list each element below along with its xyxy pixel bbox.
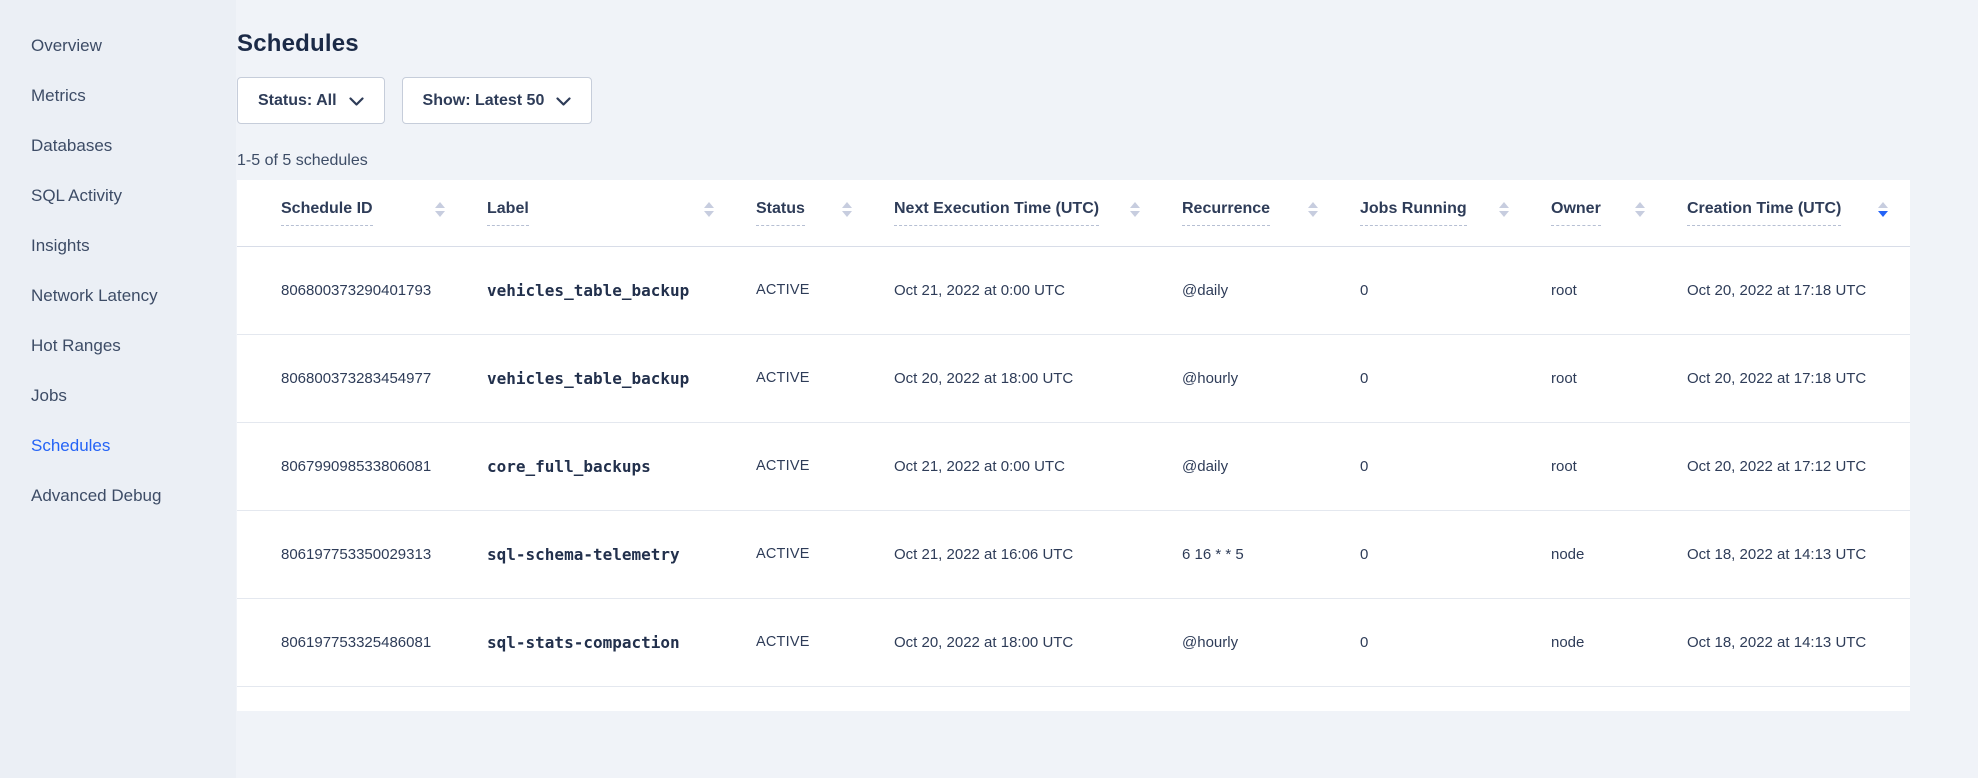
table-header-row: Schedule ID Label Status Next Execution Tim… [237,180,1910,247]
sidebar-item-network-latency[interactable]: Network Latency [31,286,158,305]
table-row: 806800373283454977 vehicles_table_backup A… [237,334,1910,423]
table-row: 806800373290401793 vehicles_table_backup A… [237,246,1910,335]
cell-schedule-id: 806197753325486081 [237,598,487,687]
filter-bar: Status: All Show: Latest 50 [237,77,1978,124]
cell-status: ACTIVE [756,510,894,599]
column-label: Creation Time (UTC) [1687,200,1842,226]
cell-status: ACTIVE [756,422,894,511]
column-header-label[interactable]: Label [487,180,756,247]
sort-arrows-icon [435,202,445,218]
sidebar-item-metrics[interactable]: Metrics [31,86,86,105]
sidebar-item-databases[interactable]: Databases [31,136,113,155]
sort-arrows-icon [1635,202,1645,218]
column-header-next-execution-time-utc-[interactable]: Next Execution Time (UTC) [894,180,1182,247]
cell-owner: root [1551,422,1687,511]
show-filter-label: Show: Latest 50 [422,91,545,109]
sidebar: Overview Metrics Databases SQL Activity Insi… [0,0,236,778]
cell-owner: root [1551,334,1687,423]
table-row: 806197753325486081 sql-stats-compaction AC… [237,598,1910,687]
table-row: 806799098533806081 core_full_backups ACTIV… [237,422,1910,511]
cell-jobs-running: 0 [1360,598,1551,687]
column-label: Schedule ID [281,200,373,226]
cell-owner: node [1551,598,1687,687]
sort-arrows-icon [1499,202,1509,218]
schedules-table-card: Schedule ID Label Status Next Execution Tim… [237,180,1910,711]
sort-arrows-icon [842,202,852,218]
column-header-creation-time-utc-[interactable]: Creation Time (UTC) [1687,180,1910,247]
cell-status: ACTIVE [756,598,894,687]
main-content: Schedules Status: All Show: Latest 50 1-… [236,0,1978,778]
cell-next-execution: Oct 20, 2022 at 18:00 UTC [894,598,1182,687]
table-row: 806197753350029313 sql-schema-telemetry AC… [237,510,1910,599]
cell-recurrence: @hourly [1182,334,1360,423]
sidebar-item-advanced-debug[interactable]: Advanced Debug [31,486,162,505]
cell-next-execution: Oct 21, 2022 at 0:00 UTC [894,246,1182,335]
sidebar-item-sql-activity[interactable]: SQL Activity [31,186,123,205]
cell-label: vehicles_table_backup [487,246,756,335]
table-body: 806800373290401793 vehicles_table_backup A… [237,246,1910,687]
cell-schedule-id: 806800373283454977 [237,334,487,423]
cell-label: core_full_backups [487,422,756,511]
cell-next-execution: Oct 20, 2022 at 18:00 UTC [894,334,1182,423]
page-title: Schedules [237,30,359,57]
cell-recurrence: @hourly [1182,598,1360,687]
cell-label: vehicles_table_backup [487,334,756,423]
results-count: 1-5 of 5 schedules [237,152,368,169]
column-header-schedule-id[interactable]: Schedule ID [237,180,487,247]
cell-jobs-running: 0 [1360,422,1551,511]
status-filter-dropdown[interactable]: Status: All [237,77,385,124]
cell-label: sql-stats-compaction [487,598,756,687]
sidebar-item-jobs[interactable]: Jobs [31,386,67,405]
cell-schedule-id: 806197753350029313 [237,510,487,599]
cell-jobs-running: 0 [1360,334,1551,423]
sidebar-item-insights[interactable]: Insights [31,236,90,255]
sort-arrows-icon [704,202,714,218]
cell-next-execution: Oct 21, 2022 at 0:00 UTC [894,422,1182,511]
cell-creation-time: Oct 18, 2022 at 14:13 UTC [1687,510,1910,599]
column-header-jobs-running[interactable]: Jobs Running [1360,180,1551,247]
cell-recurrence: @daily [1182,422,1360,511]
chevron-down-icon [556,96,571,107]
column-label: Status [756,200,805,226]
sidebar-item-schedules[interactable]: Schedules [31,436,111,455]
cell-schedule-id: 806799098533806081 [237,422,487,511]
column-label: Next Execution Time (UTC) [894,200,1100,226]
cell-recurrence: 6 16 * * 5 [1182,510,1360,599]
schedules-table: Schedule ID Label Status Next Execution Tim… [237,180,1910,687]
status-filter-label: Status: All [258,91,337,109]
sort-arrows-icon [1308,202,1318,218]
cell-owner: root [1551,246,1687,335]
cell-recurrence: @daily [1182,246,1360,335]
column-label: Recurrence [1182,200,1271,226]
column-header-owner[interactable]: Owner [1551,180,1687,247]
cell-owner: node [1551,510,1687,599]
cell-creation-time: Oct 20, 2022 at 17:18 UTC [1687,246,1910,335]
cell-next-execution: Oct 21, 2022 at 16:06 UTC [894,510,1182,599]
chevron-down-icon [348,96,364,107]
column-label: Label [487,200,529,226]
cell-jobs-running: 0 [1360,246,1551,335]
sort-arrows-icon [1130,202,1140,218]
sidebar-item-overview[interactable]: Overview [31,36,102,55]
cell-jobs-running: 0 [1360,510,1551,599]
cell-status: ACTIVE [756,246,894,335]
column-header-recurrence[interactable]: Recurrence [1182,180,1360,247]
sort-arrows-icon [1878,202,1888,218]
column-header-status[interactable]: Status [756,180,894,247]
cell-creation-time: Oct 18, 2022 at 14:13 UTC [1687,598,1910,687]
cell-creation-time: Oct 20, 2022 at 17:18 UTC [1687,334,1910,423]
sidebar-item-hot-ranges[interactable]: Hot Ranges [31,336,121,355]
show-filter-dropdown[interactable]: Show: Latest 50 [401,77,593,124]
cell-creation-time: Oct 20, 2022 at 17:12 UTC [1687,422,1910,511]
column-label: Owner [1551,200,1601,226]
cell-label: sql-schema-telemetry [487,510,756,599]
cell-status: ACTIVE [756,334,894,423]
cell-schedule-id: 806800373290401793 [237,246,487,335]
column-label: Jobs Running [1360,200,1467,226]
